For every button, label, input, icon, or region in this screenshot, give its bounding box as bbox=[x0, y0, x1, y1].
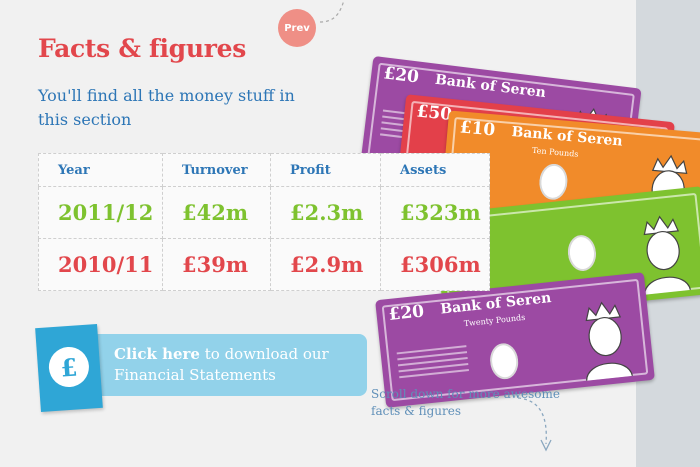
cell-turnover: £42m bbox=[162, 186, 271, 239]
column-header-profit: Profit bbox=[270, 153, 381, 187]
table-header-row: Year Turnover Profit Assets bbox=[38, 153, 490, 187]
queen-portrait-icon bbox=[585, 301, 633, 381]
column-header-year: Year bbox=[38, 153, 163, 187]
download-text[interactable]: Click here to download our Financial Sta… bbox=[114, 344, 354, 386]
banknote-value: £10 bbox=[458, 117, 497, 141]
banknote-value: £20 bbox=[387, 301, 426, 326]
queen-portrait-icon bbox=[643, 215, 691, 295]
scroll-hint: Scroll down for more awesome facts & fig… bbox=[371, 387, 560, 418]
cell-profit: £2.3m bbox=[270, 186, 381, 239]
page-title: Facts & figures bbox=[38, 34, 246, 63]
prev-dashed-curve bbox=[319, 0, 345, 23]
banknote-twenty-bottom: £20 Bank of Seren Twenty Pounds bbox=[375, 272, 655, 408]
cell-turnover: £39m bbox=[162, 238, 271, 291]
column-header-turnover: Turnover bbox=[162, 153, 271, 187]
download-description: to download our Financial Statements bbox=[114, 345, 329, 384]
cell-profit: £2.9m bbox=[270, 238, 381, 291]
pound-icon-card[interactable]: £ bbox=[35, 323, 103, 413]
scroll-down-arrow-icon bbox=[517, 397, 552, 452]
pound-icon: £ bbox=[47, 345, 91, 389]
prev-button[interactable]: Prev bbox=[278, 9, 316, 47]
table-row: 2011/12 £42m £2.3m £323m bbox=[38, 186, 490, 239]
cell-year: 2010/11 bbox=[38, 238, 163, 291]
cell-assets: £323m bbox=[380, 186, 490, 239]
cell-year: 2011/12 bbox=[38, 186, 163, 239]
financial-figures-table: Year Turnover Profit Assets 2011/12 £42m… bbox=[38, 153, 490, 291]
download-button[interactable]: Click here to download our Financial Sta… bbox=[88, 334, 367, 396]
download-link[interactable]: Click here bbox=[114, 345, 200, 363]
table-row: 2010/11 £39m £2.9m £306m bbox=[38, 238, 490, 291]
banknote-green bbox=[433, 186, 700, 322]
cell-assets: £306m bbox=[380, 238, 490, 291]
banknotes-illustration: £20 Bank of Seren £50 £10 Bank of Seren … bbox=[340, 55, 700, 408]
banknote-value: £20 bbox=[382, 63, 421, 88]
column-header-assets: Assets bbox=[380, 153, 490, 187]
page-subtitle: You'll find all the money stuff in this … bbox=[38, 86, 295, 129]
